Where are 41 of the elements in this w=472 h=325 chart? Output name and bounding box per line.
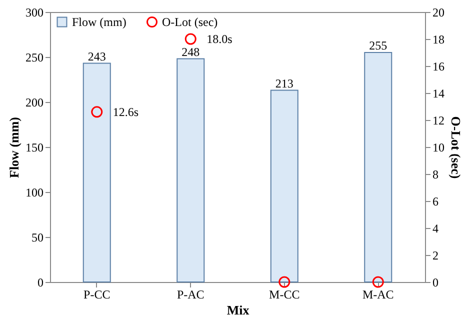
bar [364,52,392,282]
data-label: 255 [369,38,388,52]
y2-tick-label: 20 [432,6,444,20]
data-label: 213 [275,76,294,90]
y2-tick-label: 14 [432,86,444,100]
y-axis-title: Flow (mm) [6,116,22,178]
x-tick-label: P-CC [84,288,110,302]
y-tick-label: 50 [32,230,44,244]
point [91,106,103,118]
bar [82,62,111,282]
x-tick-label: P-AC [176,288,204,302]
data-label: 243 [88,49,106,64]
point [184,33,196,45]
y2-tick-label: 2 [432,248,438,262]
y2-tick-label: 4 [432,222,438,236]
y2-tick-label: 8 [432,168,438,182]
data-label: 18.0s [206,32,233,46]
point [278,276,290,288]
point [372,276,384,288]
y2-tick-label: 16 [432,60,444,74]
y2-tick-label: 18 [432,32,444,46]
legend-label: Flow (mm) [72,15,126,29]
y-tick-label: 250 [26,50,44,64]
y2-tick-label: 12 [432,114,444,128]
y2-tick-label: 0 [432,276,438,290]
x-axis-title: Mix [226,302,250,318]
data-label: 248 [182,44,200,59]
x-tick-label: M-AC [362,288,394,302]
y-tick-label: 100 [26,186,44,200]
bar [270,90,298,282]
legend-label: O-Lot (sec) [162,15,218,29]
x-tick-label: M-CC [269,288,300,302]
bar [176,58,205,282]
y2-tick-label: 10 [432,140,444,154]
y2-tick-label: 6 [432,194,438,208]
y-tick-label: 0 [38,276,44,290]
data-label: 12.6s [112,104,139,119]
y-tick-label: 300 [26,6,44,20]
y2-axis-title: O-Lot (sec) [448,116,464,179]
y-tick-label: 200 [26,96,44,110]
y-tick-label: 150 [26,140,44,154]
